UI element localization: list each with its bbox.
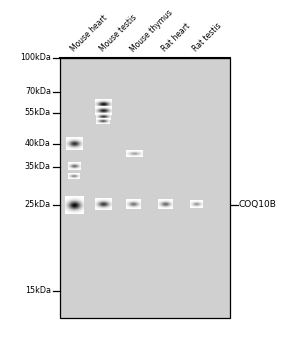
Text: 15kDa: 15kDa <box>25 286 51 295</box>
Text: 35kDa: 35kDa <box>25 162 51 171</box>
Text: Mouse heart: Mouse heart <box>69 14 109 54</box>
Text: 40kDa: 40kDa <box>25 140 51 148</box>
Text: Mouse thymus: Mouse thymus <box>129 8 175 54</box>
Text: Rat testis: Rat testis <box>191 21 223 54</box>
Text: Mouse testis: Mouse testis <box>98 13 139 54</box>
Text: 70kDa: 70kDa <box>25 87 51 96</box>
Bar <box>60 57 230 318</box>
Text: 55kDa: 55kDa <box>25 108 51 117</box>
Text: 100kDa: 100kDa <box>20 53 51 62</box>
Text: Rat heart: Rat heart <box>160 22 192 54</box>
Text: 25kDa: 25kDa <box>25 200 51 209</box>
Text: COQ10B: COQ10B <box>239 200 276 209</box>
